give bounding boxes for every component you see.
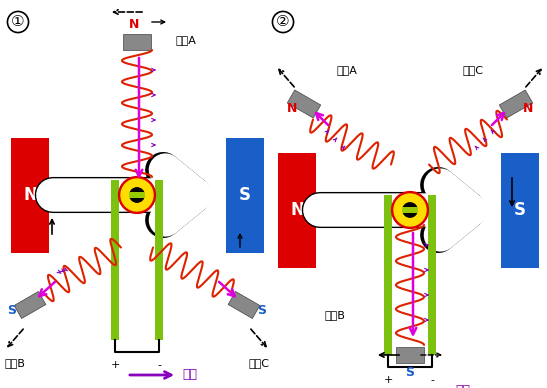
Text: 线圈A: 线圈A	[175, 35, 196, 45]
Bar	[428, 195, 436, 355]
Text: ①: ①	[11, 14, 25, 29]
Text: 线圈B: 线圈B	[4, 358, 26, 368]
Text: ②: ②	[276, 14, 290, 29]
Bar	[111, 180, 119, 340]
Bar	[226, 137, 264, 253]
Bar	[155, 180, 163, 340]
Bar	[499, 90, 533, 118]
Text: N: N	[23, 186, 37, 204]
Circle shape	[130, 188, 144, 202]
Text: N: N	[129, 19, 139, 31]
Bar	[129, 192, 145, 198]
Bar	[287, 90, 321, 118]
Bar	[402, 207, 418, 213]
Text: N: N	[287, 102, 297, 116]
Bar	[396, 347, 424, 363]
Text: S: S	[405, 367, 415, 379]
Text: S: S	[8, 303, 16, 317]
Bar	[14, 291, 46, 319]
Text: S: S	[514, 201, 526, 219]
Text: +: +	[383, 375, 393, 385]
Bar	[228, 291, 260, 319]
Text: S: S	[239, 186, 251, 204]
Text: 线圈C: 线圈C	[463, 65, 484, 75]
Text: N: N	[523, 102, 533, 116]
Text: 电流: 电流	[182, 369, 197, 381]
Text: 线圈B: 线圈B	[324, 310, 346, 320]
Text: -: -	[157, 360, 161, 370]
Bar	[384, 195, 392, 355]
Bar	[123, 34, 151, 50]
Text: -: -	[430, 375, 434, 385]
Circle shape	[392, 192, 428, 229]
Bar	[501, 152, 539, 267]
Text: +: +	[110, 360, 120, 370]
Text: S: S	[258, 303, 266, 317]
Bar	[11, 137, 49, 253]
Text: 线圈C: 线圈C	[248, 358, 270, 368]
Text: 线圈A: 线圈A	[336, 65, 357, 75]
Circle shape	[403, 203, 417, 217]
Text: 电流: 电流	[455, 383, 470, 388]
Bar	[278, 152, 316, 267]
Circle shape	[121, 179, 153, 211]
Circle shape	[119, 177, 155, 213]
Circle shape	[394, 194, 426, 226]
Text: N: N	[290, 201, 304, 219]
